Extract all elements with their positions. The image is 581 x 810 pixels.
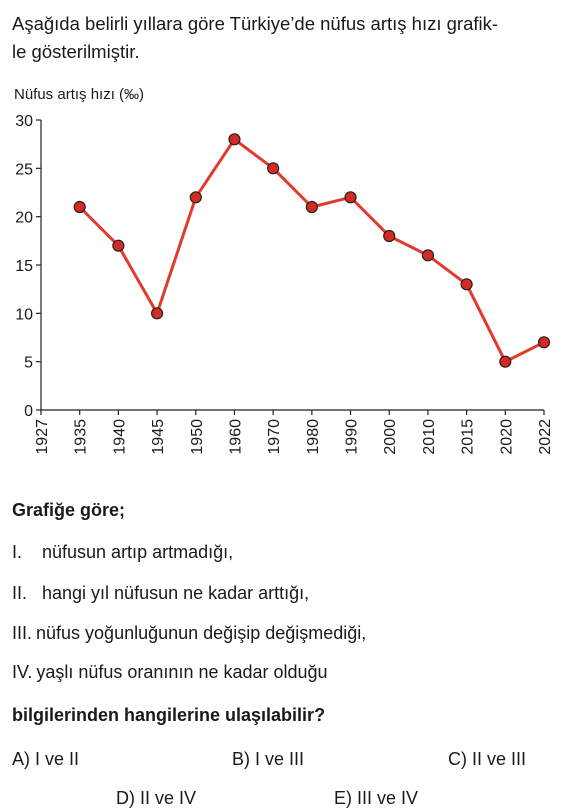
data-point (499, 355, 512, 368)
option-d[interactable]: D) II ve IV (116, 788, 197, 808)
data-point (344, 191, 357, 204)
statement-number: IV. (12, 662, 33, 682)
data-point (421, 249, 435, 262)
x-tick-label: 1945 (150, 419, 167, 455)
x-tick-label: 1950 (189, 419, 206, 455)
question-prompt: bilgilerinden hangilerine ulaşılabilir? (12, 705, 326, 725)
y-tick-label: 5 (24, 355, 33, 372)
option-e[interactable]: E) III ve IV (334, 788, 419, 808)
data-point (73, 200, 86, 214)
line-chart: 0 5 10 15 20 25 30 1927 1935 1940 1945 1950 1960 197… (15, 113, 554, 455)
y-axis-title: Nüfus artış hızı (‰) (14, 86, 145, 103)
x-tick-label: 1980 (305, 419, 322, 455)
intro-line-1: Aşağıda belirli yıllara göre Türkiye’de … (12, 13, 499, 34)
data-point (150, 307, 164, 320)
y-tick-label: 15 (15, 258, 33, 275)
statement-2: II. hangi yıl nüfusun ne kadar arttığı, (12, 583, 309, 604)
x-tick-label: 1960 (227, 419, 244, 455)
x-tick-label: 1990 (344, 419, 361, 455)
statement-text: nüfus yoğunluğunun değişip değişmediği, (36, 623, 367, 643)
series (73, 133, 551, 368)
data-point (537, 336, 551, 349)
statement-number: II. (12, 583, 28, 603)
data-point (189, 191, 202, 204)
y-ticks: 0 5 10 15 20 25 30 (15, 113, 41, 420)
x-tick-label: 2000 (382, 419, 399, 455)
x-tick-label: 1940 (111, 419, 128, 455)
x-ticks: 1927 1935 1940 1945 1950 1960 1970 1980 1990 2000… (34, 410, 554, 455)
statement-text: nüfusun artıp artmadığı, (42, 542, 234, 562)
option-b[interactable]: B) I ve III (232, 749, 305, 769)
x-tick-label: 1927 (34, 419, 51, 455)
series-line (78, 137, 545, 364)
data-point (228, 133, 241, 146)
x-tick-label: 2010 (421, 419, 438, 455)
statement-number: III. (12, 623, 33, 643)
y-tick-label: 10 (15, 306, 33, 323)
statement-text: yaşlı nüfus oranının ne kadar olduğu (36, 662, 328, 682)
data-point (460, 278, 473, 291)
statement-text: hangi yıl nüfusun ne kadar arttığı, (42, 583, 310, 603)
statement-number: I. (12, 542, 23, 562)
x-tick-label: 2022 (537, 419, 554, 455)
x-tick-label: 1970 (266, 419, 283, 455)
data-point (112, 239, 125, 252)
statement-3: III. nüfus yoğunluğunun değişip değişmedi… (12, 623, 366, 644)
intro-line-2: le gösterilmiştir. (12, 41, 140, 62)
statement-4: IV. yaşlı nüfus oranının ne kadar olduğu (12, 662, 328, 683)
intro-text: Aşağıda belirli yıllara göre Türkiye’de … (12, 10, 577, 66)
question-heading: Grafiğe göre; (12, 500, 126, 520)
data-point (305, 200, 318, 214)
x-tick-label: 2015 (460, 419, 477, 455)
y-tick-label: 25 (15, 161, 33, 178)
x-tick-label: 1935 (73, 419, 90, 455)
statement-1: I. nüfusun artıp artmadığı, (12, 542, 233, 563)
y-tick-label: 0 (24, 403, 33, 420)
option-c[interactable]: C) II ve III (448, 749, 527, 769)
option-a[interactable]: A) I ve II (12, 749, 80, 769)
y-tick-label: 30 (15, 113, 33, 130)
chart-axes (40, 120, 544, 411)
y-tick-label: 20 (15, 210, 33, 227)
data-point (267, 162, 280, 175)
data-point (383, 229, 396, 243)
x-tick-label: 2020 (498, 419, 515, 455)
